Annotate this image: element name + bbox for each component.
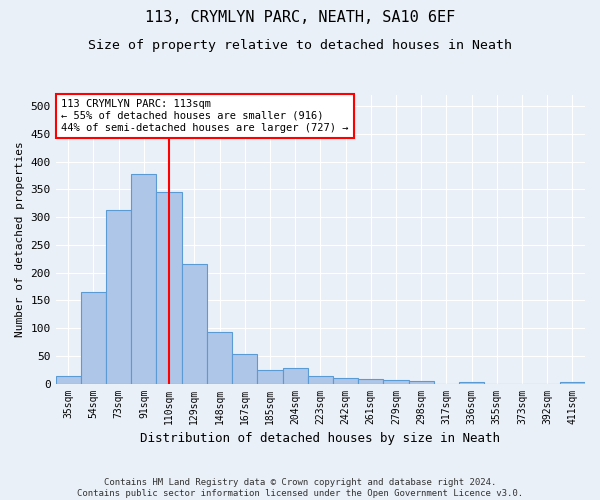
Bar <box>106 210 131 384</box>
Bar <box>207 332 232 384</box>
Bar <box>56 376 81 384</box>
Text: Size of property relative to detached houses in Neath: Size of property relative to detached ho… <box>88 39 512 52</box>
Bar <box>81 292 106 384</box>
Bar <box>308 376 333 384</box>
Bar <box>283 368 308 384</box>
Bar <box>257 370 283 384</box>
Text: 113 CRYMLYN PARC: 113sqm
← 55% of detached houses are smaller (916)
44% of semi-: 113 CRYMLYN PARC: 113sqm ← 55% of detach… <box>61 100 349 132</box>
Text: Contains HM Land Registry data © Crown copyright and database right 2024.
Contai: Contains HM Land Registry data © Crown c… <box>77 478 523 498</box>
Bar <box>358 378 383 384</box>
Bar <box>383 380 409 384</box>
Bar <box>232 354 257 384</box>
Bar <box>131 174 157 384</box>
Bar <box>560 382 585 384</box>
Bar <box>409 381 434 384</box>
Bar <box>182 264 207 384</box>
Y-axis label: Number of detached properties: Number of detached properties <box>15 142 25 337</box>
Bar <box>459 382 484 384</box>
Text: 113, CRYMLYN PARC, NEATH, SA10 6EF: 113, CRYMLYN PARC, NEATH, SA10 6EF <box>145 10 455 25</box>
X-axis label: Distribution of detached houses by size in Neath: Distribution of detached houses by size … <box>140 432 500 445</box>
Bar <box>157 192 182 384</box>
Bar <box>333 378 358 384</box>
